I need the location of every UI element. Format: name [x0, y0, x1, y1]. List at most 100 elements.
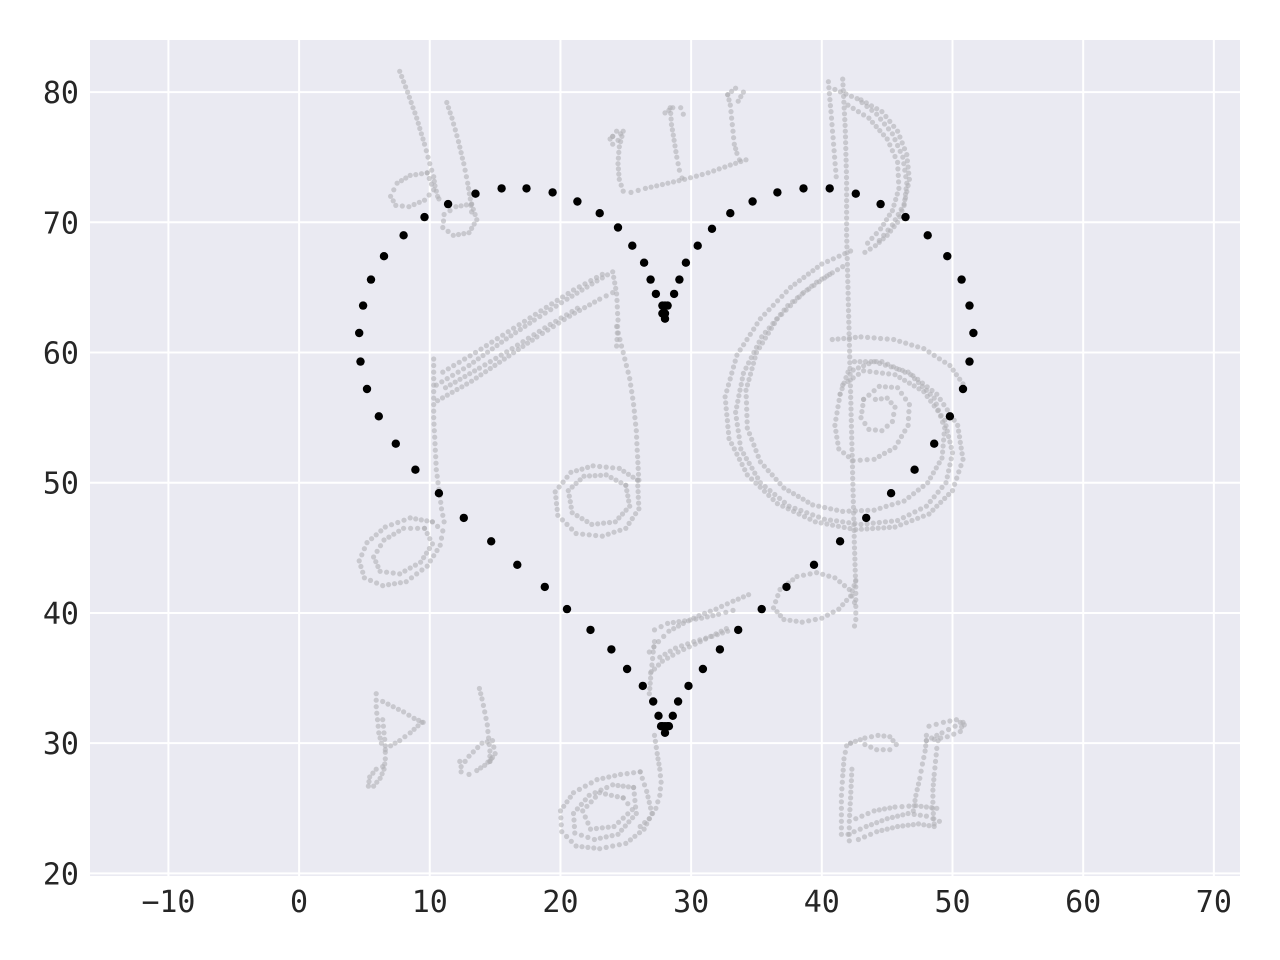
faint-point: [484, 739, 490, 745]
faint-point: [433, 467, 439, 473]
faint-point: [827, 103, 834, 109]
faint-point: [548, 307, 554, 313]
faint-point: [892, 445, 898, 451]
faint-point: [416, 717, 422, 724]
faint-point: [849, 435, 855, 441]
faint-point: [865, 240, 871, 246]
faint-point: [680, 111, 686, 117]
faint-point: [884, 816, 890, 822]
faint-point: [427, 558, 433, 564]
faint-point: [542, 325, 548, 331]
faint-point: [881, 733, 887, 739]
faint-point: [770, 496, 776, 503]
faint-point: [897, 148, 903, 154]
y-tick-label: 80: [43, 76, 79, 111]
faint-point: [839, 779, 845, 785]
faint-point: [946, 468, 952, 474]
faint-point: [725, 382, 732, 388]
faint-point: [616, 819, 622, 825]
faint-point: [910, 822, 916, 828]
highlight-point: [825, 184, 834, 193]
faint-point: [418, 559, 424, 565]
faint-point: [736, 456, 743, 462]
faint-point: [724, 601, 730, 607]
faint-point: [537, 313, 543, 320]
faint-point: [918, 506, 924, 512]
faint-point: [651, 732, 658, 739]
faint-point: [934, 745, 940, 752]
faint-point: [922, 748, 928, 754]
faint-point: [850, 493, 856, 499]
faint-point: [805, 499, 811, 505]
faint-point: [581, 473, 587, 479]
faint-point: [767, 488, 773, 494]
faint-point: [635, 460, 641, 466]
faint-point: [614, 323, 620, 330]
faint-point: [431, 415, 437, 421]
faint-point: [719, 630, 726, 636]
faint-point: [657, 766, 663, 772]
faint-point: [913, 792, 919, 798]
highlight-point: [668, 711, 677, 720]
faint-point: [585, 844, 591, 851]
faint-point: [587, 826, 594, 832]
faint-point: [482, 709, 488, 715]
highlight-point: [726, 209, 735, 218]
faint-point: [407, 730, 413, 736]
faint-point: [659, 658, 666, 664]
faint-point: [573, 480, 579, 486]
faint-point: [390, 570, 396, 576]
faint-point: [777, 495, 783, 501]
faint-point: [374, 580, 380, 586]
faint-point: [458, 203, 464, 209]
faint-point: [699, 615, 705, 621]
faint-point: [852, 567, 858, 573]
faint-point: [378, 740, 384, 746]
faint-point: [380, 723, 386, 729]
faint-point: [719, 603, 725, 610]
highlight-point: [693, 241, 702, 250]
faint-point: [439, 379, 445, 385]
faint-point: [431, 389, 437, 395]
faint-point: [921, 346, 927, 352]
faint-point: [850, 458, 856, 464]
faint-point: [844, 255, 850, 262]
faint-point: [906, 170, 912, 176]
faint-point: [382, 743, 388, 749]
faint-point: [846, 313, 852, 319]
highlight-point: [698, 664, 708, 674]
faint-point: [848, 783, 854, 790]
faint-point: [412, 110, 418, 116]
faint-point: [899, 140, 905, 146]
faint-point: [865, 507, 871, 513]
faint-point: [897, 338, 903, 344]
faint-point: [388, 522, 395, 528]
faint-point: [840, 508, 846, 514]
faint-point: [831, 148, 837, 154]
faint-point: [871, 808, 877, 814]
faint-point: [439, 395, 446, 401]
faint-point: [627, 376, 633, 382]
highlight-point: [548, 188, 557, 197]
faint-point: [838, 792, 845, 798]
faint-point: [685, 641, 691, 647]
faint-point: [735, 596, 741, 602]
faint-point: [773, 476, 779, 482]
faint-point: [462, 167, 468, 173]
faint-point: [733, 160, 739, 166]
faint-point: [730, 598, 736, 604]
faint-point: [699, 171, 705, 178]
faint-point: [431, 421, 437, 427]
faint-point: [787, 284, 794, 290]
faint-point: [876, 519, 882, 526]
faint-point: [770, 302, 776, 308]
faint-point: [589, 521, 595, 528]
faint-point: [947, 439, 953, 445]
faint-point: [857, 826, 863, 832]
faint-point: [655, 662, 662, 668]
faint-point: [397, 571, 403, 577]
faint-point: [923, 738, 930, 744]
faint-point: [485, 349, 491, 355]
faint-point: [865, 334, 871, 340]
faint-point: [670, 619, 676, 626]
